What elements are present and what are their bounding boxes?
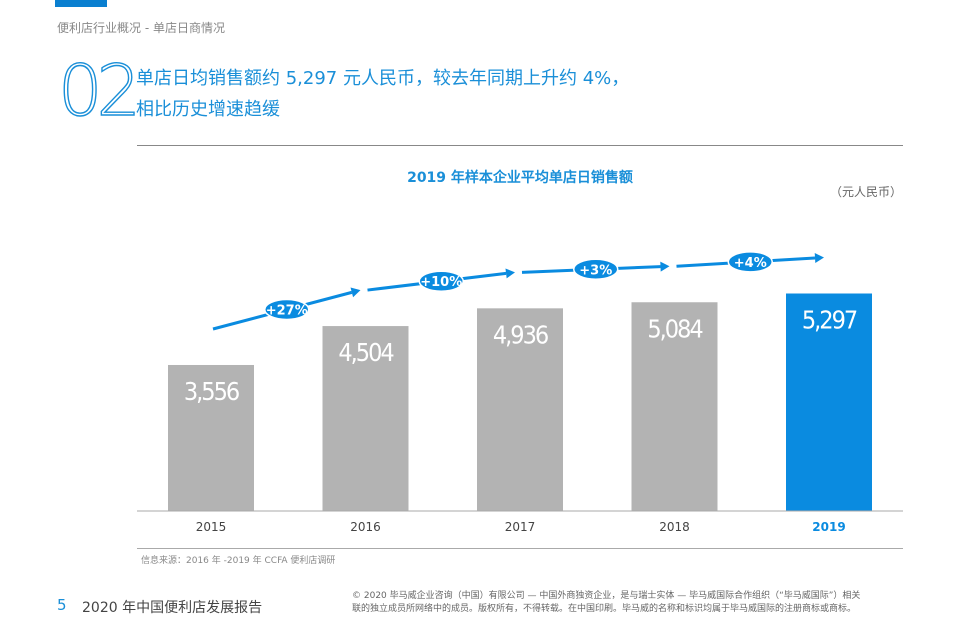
chart-unit-label: （元人民币） [829, 185, 902, 199]
page-number: 5 [57, 596, 67, 614]
top-accent-bar [55, 0, 107, 7]
growth-badge [573, 258, 619, 281]
growth-badge [727, 251, 773, 273]
bar-2016 [322, 326, 409, 511]
growth-label: +10% [420, 275, 462, 290]
bar-value-label: 4,936 [493, 320, 548, 349]
bar-2017 [477, 308, 563, 511]
copyright-line-1: © 2020 毕马威企业咨询（中国）有限公司 — 中国外商独资企业，是与瑞士实体… [352, 591, 861, 601]
breadcrumb: 便利店行业概况 - 单店日商情况 [57, 21, 225, 35]
x-tick-label: 2018 [659, 520, 690, 534]
growth-badge [264, 298, 310, 321]
bar-value-label: 4,504 [338, 338, 394, 367]
growth-arrow-head [814, 253, 824, 264]
copyright-notice: © 2020 毕马威企业咨询（中国）有限公司 — 中国外商独资企业，是与瑞士实体… [352, 590, 904, 616]
bar-value-label: 5,297 [802, 306, 857, 335]
growth-label: +4% [734, 256, 767, 271]
bar-2019 [786, 293, 872, 511]
x-tick-label: 2015 [196, 520, 227, 534]
bar-2015 [168, 364, 254, 511]
divider-bottom [137, 548, 903, 549]
growth-arrow-head [505, 268, 515, 279]
growth-label: +3% [579, 263, 612, 278]
footer-report-title: 2020 年中国便利店发展报告 [82, 600, 263, 616]
bar-value-label: 3,556 [184, 377, 239, 406]
growth-arrow-head [660, 261, 670, 272]
growth-badge [418, 270, 464, 292]
source-note: 信息来源：2016 年 -2019 年 CCFA 便利店调研 [141, 556, 336, 566]
x-tick-label: 2017 [505, 520, 536, 534]
headline-line-1: 单店日均销售额约 5,297 元人民币，较去年同期上升约 4%， [136, 68, 630, 89]
x-tick-label: 2016 [350, 520, 381, 534]
bar-value-label: 5,084 [647, 314, 703, 343]
chart-title: 2019 年样本企业平均单店日销售额 [407, 170, 633, 186]
growth-label: +27% [266, 304, 308, 319]
page-headline: 单店日均销售额约 5,297 元人民币，较去年同期上升约 4%， 相比历史增速趋… [136, 63, 629, 125]
growth-arrow-head [350, 287, 361, 298]
x-tick-label: 2019 [812, 520, 845, 534]
bar-2018 [631, 302, 718, 511]
section-number: 02 [57, 50, 141, 132]
headline-line-2: 相比历史增速趋缓 [136, 99, 280, 120]
copyright-line-2: 联的独立成员所网络中的成员。版权所有，不得转载。在中国印刷。毕马威的名称和标识均… [352, 604, 857, 614]
divider-top [137, 145, 903, 146]
